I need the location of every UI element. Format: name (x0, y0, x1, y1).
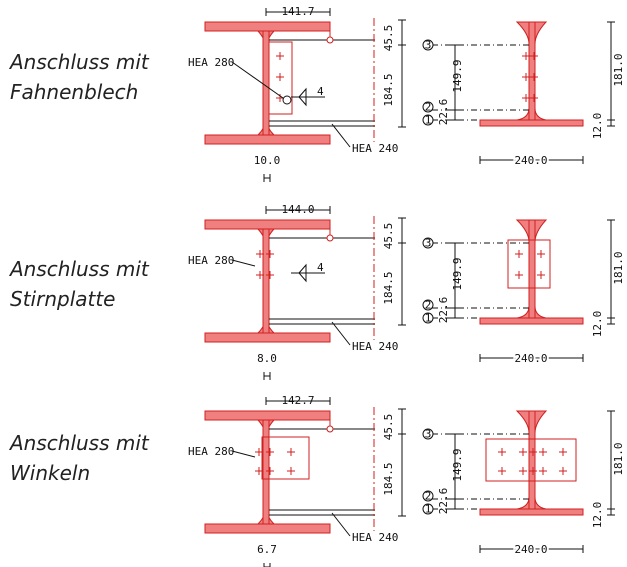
marker-circle (422, 237, 434, 249)
column-top-flange (204, 219, 331, 230)
label-top-dim: 144.0 (281, 203, 314, 216)
angle-cleat (261, 436, 310, 480)
label-flange-dim: 12.0 (591, 113, 604, 140)
weld-symbol-triangle (298, 87, 307, 107)
label-fahnenblech: Anschluss mit Fahnenblech (10, 50, 149, 104)
cope-hole (326, 234, 334, 242)
label-width-dim: 240.0 (514, 154, 547, 167)
label-thickness: 8.0 (257, 352, 277, 365)
label-height-dim: 149.9 (451, 448, 464, 481)
marker-circle (422, 39, 434, 51)
marker-label: 3 (425, 237, 432, 250)
marker-circle (422, 312, 434, 324)
label-column-section: HEA 280 (188, 56, 234, 69)
leader-beam (331, 321, 351, 346)
label-column-section: HEA 280 (188, 445, 234, 458)
marker-label: 1 (425, 312, 432, 325)
label-beam-section: HEA 240 (352, 340, 398, 353)
weld-symbol-triangle (298, 263, 307, 283)
label-vert-dim-top: 45.5 (382, 25, 395, 52)
marker-label: 3 (425, 39, 432, 52)
column-bottom-flange (204, 332, 331, 343)
label-depth-dim: 181.0 (612, 442, 625, 475)
beam-section-bottom-flange (479, 119, 584, 127)
label-vert-dim-top: 45.5 (382, 223, 395, 250)
label-gap-dim: 22.6 (437, 297, 450, 324)
marker-circle (422, 299, 434, 311)
label-height-dim: 149.9 (451, 257, 464, 290)
column-web (262, 228, 270, 334)
beam-section-web-core (528, 410, 536, 510)
label-vert-dim-main: 184.5 (382, 462, 395, 495)
leader-beam (331, 123, 351, 148)
weld-symbol-circle (282, 95, 292, 105)
column-top-flange (204, 410, 331, 421)
column-web (262, 419, 270, 525)
label-height-dim: 149.9 (451, 59, 464, 92)
label-column-section: HEA 280 (188, 254, 234, 267)
marker-label: 2 (425, 299, 432, 312)
label-winkeln: Anschluss mit Winkeln (10, 431, 149, 485)
label-top-dim: 142.7 (281, 394, 314, 407)
beam-section-bottom-flange (479, 508, 584, 516)
label-flange-dim: 12.0 (591, 311, 604, 338)
marker-label: 1 (425, 114, 432, 127)
label-width-dim: 240.0 (514, 352, 547, 365)
beam-section-bottom-flange (479, 317, 584, 325)
row-stirnplatte: HEA 280 HEA 240 4 144.0 45.5 184.5 8.0 3 21 149.9… (188, 203, 625, 380)
label-width-dim: 240.0 (514, 543, 547, 556)
fin-plate (268, 41, 293, 115)
beam-section-web-core (528, 219, 536, 319)
label-depth-dim: 181.0 (612, 251, 625, 284)
marker-label: 3 (425, 428, 432, 441)
leader-column (231, 61, 284, 99)
label-weld: 4 (317, 85, 324, 98)
leader-beam (331, 512, 351, 537)
end-plate-section (507, 239, 551, 289)
label-thickness: 10.0 (254, 154, 281, 167)
column-top-flange (204, 21, 331, 32)
label-depth-dim: 181.0 (612, 53, 625, 86)
column-web (262, 30, 270, 136)
marker-circle (422, 114, 434, 126)
label-weld: 4 (317, 261, 324, 274)
label-gap-dim: 22.6 (437, 99, 450, 126)
label-vert-dim-main: 184.5 (382, 73, 395, 106)
marker-circle (422, 490, 434, 502)
leader-column (231, 259, 256, 267)
cope-hole (326, 425, 334, 433)
label-flange-dim: 12.0 (591, 502, 604, 529)
column-bottom-flange (204, 523, 331, 534)
marker-circle (422, 428, 434, 440)
row-fahnenblech: HEA 280 HEA 240 4 141.7 45.5 184.5 10.0 3 21 149.… (188, 5, 625, 182)
label-vert-dim-top: 45.5 (382, 414, 395, 441)
label-beam-section: HEA 240 (352, 531, 398, 544)
marker-label: 2 (425, 490, 432, 503)
marker-label: 2 (425, 101, 432, 114)
label-vert-dim-main: 184.5 (382, 271, 395, 304)
label-stirnplatte: Anschluss mit Stirnplatte (10, 257, 149, 311)
angle-section (485, 438, 577, 482)
marker-circle (422, 101, 434, 113)
label-top-dim: 141.7 (281, 5, 314, 18)
label-beam-section: HEA 240 (352, 142, 398, 155)
marker-circle (422, 503, 434, 515)
label-thickness: 6.7 (257, 543, 277, 556)
label-gap-dim: 22.6 (437, 488, 450, 515)
marker-label: 1 (425, 503, 432, 516)
leader-column (231, 450, 256, 458)
column-bottom-flange (204, 134, 331, 145)
beam-section-web-core (528, 21, 536, 121)
cope-hole (326, 36, 334, 44)
